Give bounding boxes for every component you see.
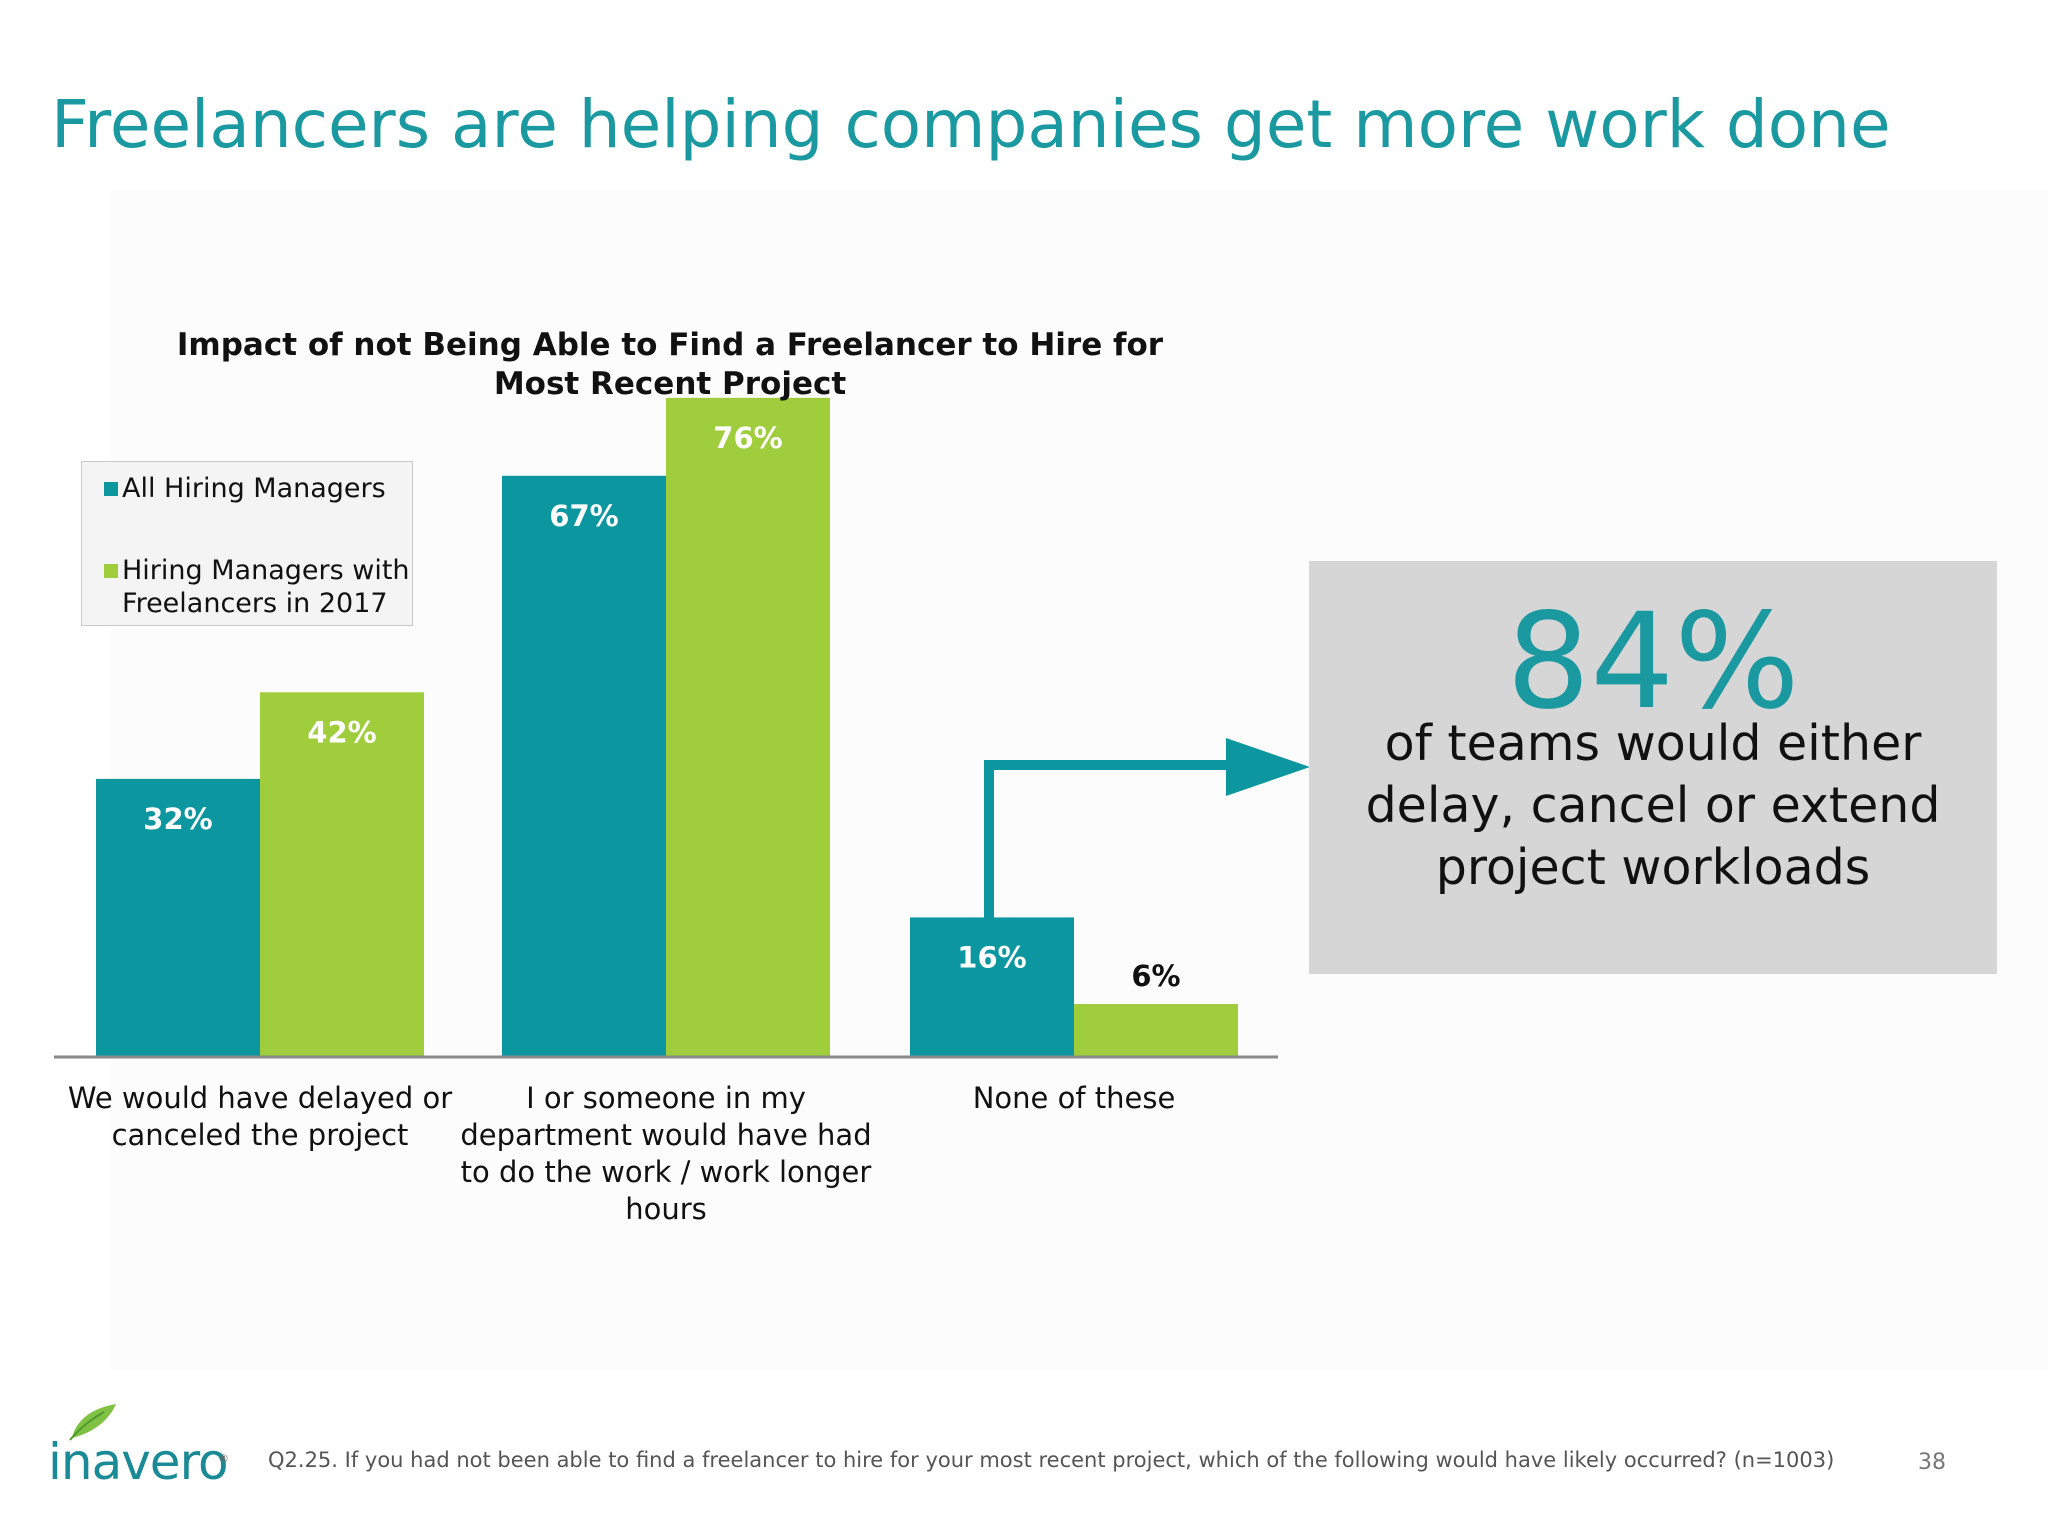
callout-line-1: of teams would either bbox=[1384, 715, 1922, 772]
x-tick-label: I or someone in my department would have … bbox=[460, 1081, 871, 1226]
chart-legend: All Hiring Managers Hiring Managers with… bbox=[81, 461, 413, 626]
callout-connector-line bbox=[984, 760, 1232, 938]
legend-label: All Hiring Managers bbox=[122, 473, 386, 504]
x-tick-label: None of these bbox=[973, 1081, 1176, 1115]
legend-label-line-1: Hiring Managers with bbox=[122, 555, 410, 586]
page-number: 38 bbox=[1918, 1450, 1946, 1475]
x-tick-label: We would have delayed or canceled the pro… bbox=[68, 1081, 452, 1152]
leaf-icon bbox=[69, 1404, 116, 1441]
legend-swatch-green bbox=[104, 564, 118, 578]
bar-data-label: 32% bbox=[143, 802, 212, 836]
bar-with-freelancers-1 bbox=[666, 397, 830, 1057]
bar-with-freelancers-0 bbox=[260, 692, 424, 1056]
logo-registered-mark: ® bbox=[218, 1452, 229, 1465]
arrow-head-icon bbox=[1226, 738, 1310, 796]
footnote: Q2.25. If you had not been able to find … bbox=[268, 1448, 1835, 1472]
chart-title: Impact of not Being Able to Find a Freel… bbox=[120, 326, 1220, 404]
slide-title: Freelancers are helping companies get mo… bbox=[51, 86, 1891, 163]
legend-item-hiring-managers-with-freelancers: Hiring Managers with Freelancers in 2017 bbox=[104, 554, 410, 620]
bar-all-hiring-managers-0 bbox=[96, 778, 260, 1056]
logo-wordmark: inavero bbox=[48, 1433, 229, 1491]
bar-data-label: 76% bbox=[713, 421, 782, 455]
bar-data-label: 42% bbox=[307, 715, 376, 749]
callout-text: of teams would either delay, cancel or e… bbox=[1309, 713, 1997, 899]
legend-item-all-hiring-managers: All Hiring Managers bbox=[104, 472, 386, 505]
stat-callout: 84% of teams would either delay, cancel … bbox=[1309, 561, 1997, 974]
callout-line-2: delay, cancel or extend bbox=[1365, 777, 1941, 834]
legend-label-line-2: Freelancers in 2017 bbox=[122, 588, 388, 619]
bar-data-label: 67% bbox=[549, 499, 618, 533]
chart-title-line-1: Impact of not Being Able to Find a Freel… bbox=[176, 327, 1164, 363]
bar-data-label: 16% bbox=[957, 940, 1026, 974]
bar-with-freelancers-2 bbox=[1074, 1004, 1238, 1056]
callout-line-3: project workloads bbox=[1435, 839, 1871, 896]
callout-value: 84% bbox=[1506, 585, 1800, 739]
inavero-logo: inavero ® bbox=[48, 1402, 238, 1492]
bar-all-hiring-managers-2 bbox=[910, 917, 1074, 1056]
bar-data-label: 6% bbox=[1131, 959, 1180, 993]
chart-title-line-2: Most Recent Project bbox=[493, 366, 847, 402]
legend-swatch-teal bbox=[104, 482, 118, 496]
bar-all-hiring-managers-1 bbox=[502, 475, 666, 1056]
